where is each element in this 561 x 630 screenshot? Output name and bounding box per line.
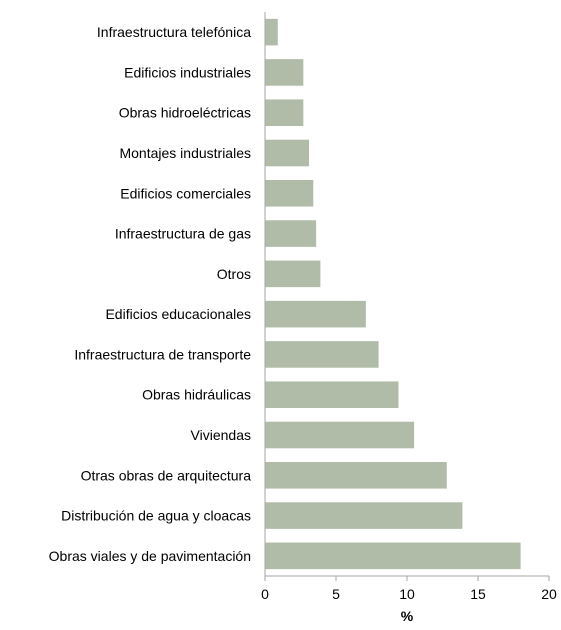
bar-10 bbox=[265, 421, 415, 449]
category-label-0: Infraestructura telefónica bbox=[97, 24, 251, 40]
category-label-11: Otras obras de arquitectura bbox=[81, 467, 252, 483]
bar-13 bbox=[265, 542, 521, 570]
x-tick-label-0: 0 bbox=[261, 586, 269, 602]
bar-5 bbox=[265, 220, 317, 247]
x-tick-label-4: 20 bbox=[541, 586, 557, 602]
x-tick-label-3: 15 bbox=[470, 586, 486, 602]
bar-4 bbox=[265, 179, 314, 207]
bar-1 bbox=[265, 59, 304, 86]
category-label-13: Obras viales y de pavimentación bbox=[49, 548, 251, 564]
bar-0 bbox=[265, 18, 278, 46]
bar-11 bbox=[265, 461, 447, 489]
category-label-12: Distribución de agua y cloacas bbox=[61, 508, 251, 524]
category-label-1: Edificios industriales bbox=[124, 64, 251, 80]
category-label-9: Obras hidráulicas bbox=[142, 387, 251, 403]
bar-9 bbox=[265, 381, 399, 409]
x-axis-title: % bbox=[401, 608, 414, 624]
category-label-3: Montajes industriales bbox=[119, 145, 251, 161]
category-label-8: Infraestructura de transporte bbox=[74, 346, 251, 362]
bar-6 bbox=[265, 260, 321, 288]
category-label-4: Edificios comerciales bbox=[120, 185, 251, 201]
x-tick-label-2: 10 bbox=[399, 586, 415, 602]
category-label-6: Otros bbox=[217, 266, 251, 282]
bars-group bbox=[265, 18, 521, 570]
bar-12 bbox=[265, 502, 463, 529]
category-label-10: Viviendas bbox=[191, 427, 251, 443]
category-label-7: Edificios educacionales bbox=[105, 306, 251, 322]
category-label-2: Obras hidroeléctricas bbox=[119, 105, 251, 121]
x-axis-ticks: 0 5 10 15 20 bbox=[261, 576, 557, 602]
bar-3 bbox=[265, 139, 310, 167]
bar-8 bbox=[265, 341, 379, 368]
x-tick-label-1: 5 bbox=[332, 586, 340, 602]
category-labels: Infraestructura telefónica Edificios indu… bbox=[49, 24, 252, 564]
category-label-5: Infraestructura de gas bbox=[115, 226, 251, 242]
bar-2 bbox=[265, 99, 304, 127]
bar-7 bbox=[265, 300, 366, 328]
